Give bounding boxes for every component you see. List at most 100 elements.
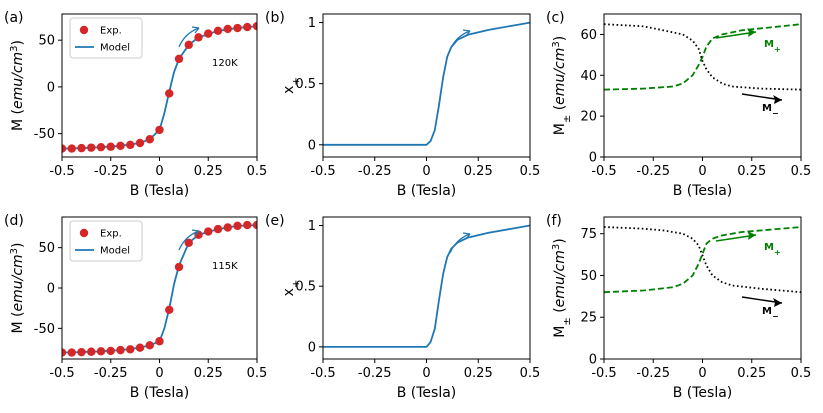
mminus-label-sub: − [772, 312, 779, 321]
mplus-label-main: M [764, 242, 774, 253]
y-axis-label-part: ( [552, 105, 568, 115]
x-tick-label: 0 [698, 164, 706, 179]
y-axis-label-part: ± [562, 317, 573, 325]
y-axis-label-part: emu/cm [552, 48, 568, 105]
trend-arrow [178, 27, 200, 48]
x-tick-label: 0.25 [737, 164, 766, 179]
mminus-arrow-head [773, 298, 782, 307]
y-tick-label: 50 [38, 241, 55, 256]
exp-point [77, 347, 86, 357]
exp-point [194, 33, 203, 42]
x-tick-label: 0.5 [247, 164, 268, 179]
mminus-label: M− [762, 306, 779, 321]
x-tick-label: -0.25 [94, 366, 128, 381]
x-tick-label: 0.5 [520, 164, 541, 179]
axes-frame [603, 216, 802, 360]
y-axis-label-part: x [281, 288, 297, 296]
trend-arrow-head [191, 229, 200, 237]
y-axis-label-part: + [291, 280, 302, 288]
mplus-label: M+ [764, 242, 781, 257]
temperature-annotation: 120K [212, 58, 238, 69]
mminus-line [604, 23, 801, 91]
plot-area [323, 21, 530, 146]
x-tick-label: 0 [155, 164, 163, 179]
panel-d: -0.5 -0.25 0 0.25 0.5 -50 0 50 B (Tesla) M (emu/c… [4, 213, 267, 401]
x-axis-label: B (Tesla) [130, 385, 190, 401]
plot-area [604, 226, 801, 294]
exp-point [155, 337, 164, 346]
x-tick-label: 0 [698, 366, 706, 381]
exp-point [96, 142, 106, 152]
panel-label: (d) [4, 213, 24, 229]
exp-point [77, 143, 86, 153]
x-tick-label: -0.5 [49, 366, 74, 381]
trend-arrow-head [462, 232, 471, 240]
exp-point [87, 143, 96, 152]
exp-point [62, 144, 67, 153]
trend-arrow-head [462, 29, 471, 37]
x-tick-label: -0.25 [94, 164, 128, 179]
x-tick-label: 0 [422, 164, 430, 179]
panel-label: (a) [4, 10, 24, 26]
legend-model-label: Model [100, 43, 130, 54]
y-tick-label: -50 [34, 322, 55, 337]
exp-point [204, 227, 213, 236]
y-axis-label-part: ) [552, 36, 568, 41]
exp-point [165, 305, 174, 314]
exp-point [135, 138, 145, 148]
legend-box [69, 17, 143, 59]
mplus-label-sub: + [774, 248, 781, 257]
x-axis-label: B (Tesla) [673, 385, 733, 401]
exp-point [116, 141, 125, 150]
mminus-label-sub: − [772, 109, 779, 118]
x-tick-label: -0.25 [358, 164, 392, 179]
y-tick-label: 0 [589, 353, 597, 368]
y-axis-label-part: M ( [10, 312, 26, 334]
exp-point [87, 347, 96, 356]
y-tick-label: 0 [308, 138, 316, 153]
y-tick-label: 50 [580, 269, 597, 284]
y-axis-label: x+ [281, 280, 302, 297]
mminus-arrow-head [773, 95, 782, 104]
exp-point [243, 220, 252, 230]
exp-point [252, 220, 257, 230]
trend-arrow-head [191, 26, 200, 34]
panel-label: (c) [546, 10, 565, 26]
exp-point [223, 223, 232, 232]
y-tick-label: 0 [589, 151, 597, 166]
model-line [323, 21, 530, 146]
exp-point [184, 238, 193, 248]
y-axis-label-part: M [552, 123, 568, 135]
y-tick-label: 0 [47, 80, 55, 95]
y-axis-label-part: ) [10, 40, 26, 45]
x-tick-label: -0.5 [591, 366, 616, 381]
x-tick-label: 0.25 [464, 164, 493, 179]
y-axis-label-part: + [291, 77, 302, 85]
x-tick-label: 0.5 [520, 366, 541, 381]
y-axis-label: M (emu/cm3) [9, 40, 27, 131]
y-axis-label-part: 3 [551, 41, 562, 47]
x-tick-label: 0.5 [791, 366, 812, 381]
panel-e: -0.5 -0.25 0 0.25 0.5 0 0.5 1 B (Tesla) x+ (e) [265, 213, 540, 401]
panel-b: -0.5 -0.25 0 0.25 0.5 0 0.5 1 B (Tesla) x+ (b) [265, 10, 540, 199]
y-axis-label-part: ± [562, 115, 573, 123]
y-tick-label: 0.5 [295, 280, 316, 295]
legend-model-label: Model [100, 246, 130, 257]
y-axis-label: M (emu/cm3) [9, 242, 27, 333]
y-axis-label-part: emu/cm [10, 254, 26, 311]
plot-area [62, 220, 257, 357]
exp-point [233, 23, 242, 33]
exp-point [135, 343, 145, 352]
y-tick-label: 50 [38, 34, 55, 49]
exp-point [126, 140, 135, 150]
plot-area [604, 23, 801, 91]
x-axis-label: B (Tesla) [397, 183, 457, 199]
exp-point [204, 29, 213, 38]
y-tick-label: 20 [580, 110, 597, 125]
exp-point [243, 22, 252, 32]
exp-point [96, 347, 106, 356]
exp-point [213, 26, 223, 36]
x-tick-label: 0.25 [194, 164, 223, 179]
exp-point [174, 262, 184, 272]
y-tick-label: 75 [580, 227, 597, 242]
